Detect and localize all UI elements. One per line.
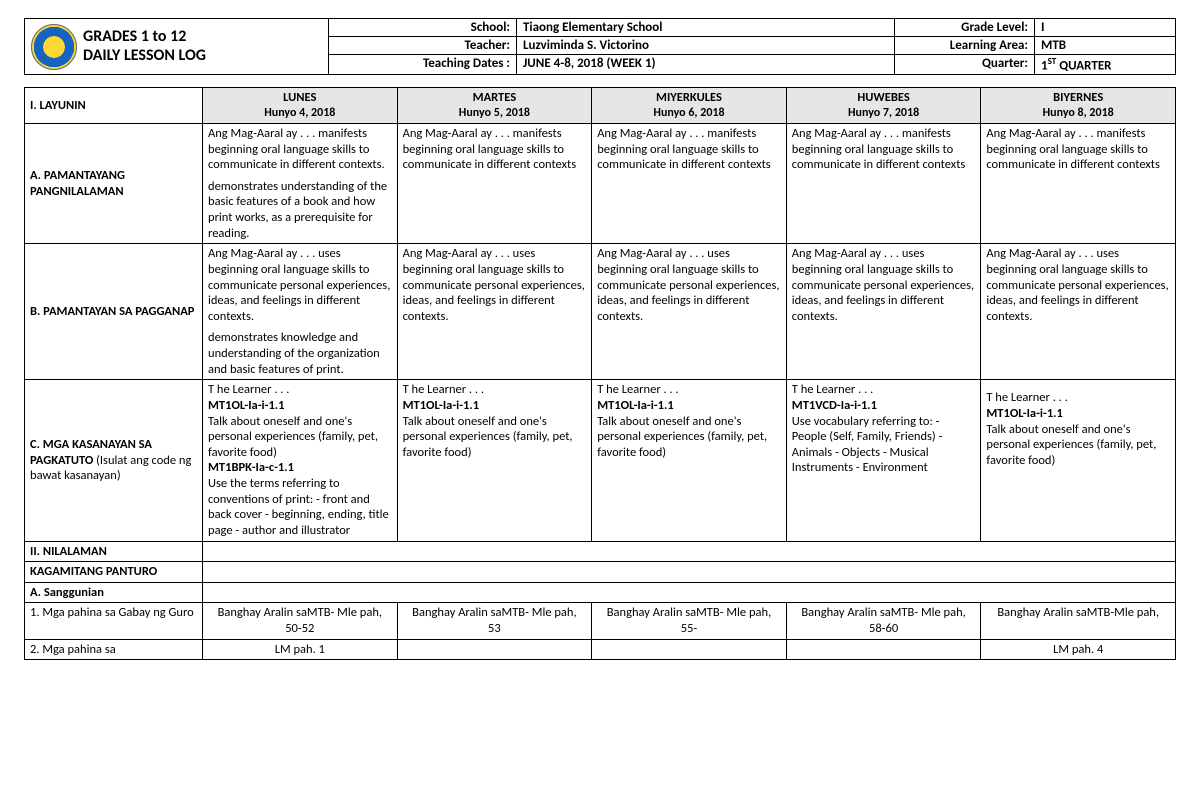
lesson-table: I. LAYUNIN LUNESHunyo 4, 2018 MARTESHuny… [24,87,1176,660]
rowA-c1: Ang Mag-Aaral ay . . . manifests beginni… [203,123,398,243]
hdr-row-teacher: Teacher: Luzviminda S. Victorino Learnin… [329,37,1175,55]
hdr-row-school: School: Tiaong Elementary School Grade L… [329,19,1175,37]
row1-c3: Banghay Aralin saMTB- Mle pah, 55- [592,603,787,639]
row-kagamitan: KAGAMITANG PANTURO [25,562,1176,583]
val-quarter: 1ST QUARTER [1035,55,1175,74]
lbl-II: II. NILALAMAN [25,541,203,562]
lbl-row1: 1. Mga pahina sa Gabay ng Guro [25,603,203,639]
rowB-c5: Ang Mag-Aaral ay . . . uses beginning or… [981,244,1176,380]
row2-c3 [592,639,787,660]
doc-title: GRADES 1 to 12 DAILY LESSON LOG [83,28,206,65]
val-teacher: Luzviminda S. Victorino [517,37,895,54]
cell-kag-span [203,562,1176,583]
lbl-rowB: B. PAMANTAYAN SA PAGGANAP [25,244,203,380]
val-dates: JUNE 4-8, 2018 (WEEK 1) [517,55,895,74]
rowB-c2: Ang Mag-Aaral ay . . . uses beginning or… [397,244,592,380]
row1-c2: Banghay Aralin saMTB- Mle pah, 53 [397,603,592,639]
rowA-c5: Ang Mag-Aaral ay . . . manifests beginni… [981,123,1176,243]
deped-logo [31,24,77,70]
rowA-c4: Ang Mag-Aaral ay . . . manifests beginni… [786,123,981,243]
row1-c5: Banghay Aralin saMTB-Mle pah, [981,603,1176,639]
val-grade: I [1035,19,1175,36]
rowC-c2: T he Learner . . . MT1OL-Ia-i-1.1 Talk a… [397,380,592,541]
row1-c4: Banghay Aralin saMTB- Mle pah, 58-60 [786,603,981,639]
rowB-c4: Ang Mag-Aaral ay . . . uses beginning or… [786,244,981,380]
header-right: School: Tiaong Elementary School Grade L… [329,19,1175,74]
row-gabay: 1. Mga pahina sa Gabay ng Guro Banghay A… [25,603,1176,639]
row2-c2 [397,639,592,660]
lbl-teacher: Teacher: [329,37,517,54]
lbl-quarter: Quarter: [895,55,1035,74]
rowC-c3: T he Learner . . . MT1OL-Ia-i-1.1 Talk a… [592,380,787,541]
row1-c1: Banghay Aralin saMTB- Mle pah, 50-52 [203,603,398,639]
lbl-Asang: A. Sanggunian [25,582,203,603]
row2-c1: LM pah. 1 [203,639,398,660]
rowC-c1: T he Learner . . . MT1OL-Ia-i-1.1 Talk a… [203,380,398,541]
lbl-kag: KAGAMITANG PANTURO [25,562,203,583]
lbl-dates: Teaching Dates : [329,55,517,74]
header-left: GRADES 1 to 12 DAILY LESSON LOG [25,19,329,74]
day-3: MIYERKULESHunyo 6, 2018 [592,88,787,124]
rowB-c3: Ang Mag-Aaral ay . . . uses beginning or… [592,244,787,380]
header-block: GRADES 1 to 12 DAILY LESSON LOG School: … [24,18,1176,75]
rowC-c5: T he Learner . . . MT1OL-Ia-i-1.1 Talk a… [981,380,1176,541]
lbl-row2: 2. Mga pahina sa [25,639,203,660]
row-pamantayang: A. PAMANTAYANG PANGNILALAMAN Ang Mag-Aar… [25,123,1176,243]
day-5: BIYERNESHunyo 8, 2018 [981,88,1176,124]
row-nilalaman: II. NILALAMAN [25,541,1176,562]
rowC-c4: T he Learner . . . MT1VCD-Ia-i-1.1 Use v… [786,380,981,541]
val-area: MTB [1035,37,1175,54]
lbl-school: School: [329,19,517,36]
val-school: Tiaong Elementary School [517,19,895,36]
row-sanggunian: A. Sanggunian [25,582,1176,603]
layunin-head: I. LAYUNIN [25,88,203,124]
row-pagganap: B. PAMANTAYAN SA PAGGANAP Ang Mag-Aaral … [25,244,1176,380]
title-line1: GRADES 1 to 12 [83,28,206,46]
days-header-row: I. LAYUNIN LUNESHunyo 4, 2018 MARTESHuny… [25,88,1176,124]
rowB-c1: Ang Mag-Aaral ay . . . uses beginning or… [203,244,398,380]
lbl-rowC: C. MGA KASANAYAN SA PAGKATUTO (Isulat an… [25,380,203,541]
day-2: MARTESHunyo 5, 2018 [397,88,592,124]
row-pahina2: 2. Mga pahina sa LM pah. 1 LM pah. 4 [25,639,1176,660]
row-kasanayan: C. MGA KASANAYAN SA PAGKATUTO (Isulat an… [25,380,1176,541]
title-line2: DAILY LESSON LOG [83,47,206,65]
lbl-area: Learning Area: [895,37,1035,54]
day-4: HUWEBESHunyo 7, 2018 [786,88,981,124]
lbl-grade: Grade Level: [895,19,1035,36]
cell-Asang-span [203,582,1176,603]
rowA-c2: Ang Mag-Aaral ay . . . manifests beginni… [397,123,592,243]
day-1: LUNESHunyo 4, 2018 [203,88,398,124]
cell-II-span [203,541,1176,562]
row2-c5: LM pah. 4 [981,639,1176,660]
lbl-rowA: A. PAMANTAYANG PANGNILALAMAN [25,123,203,243]
hdr-row-dates: Teaching Dates : JUNE 4-8, 2018 (WEEK 1)… [329,55,1175,74]
row2-c4 [786,639,981,660]
rowA-c3: Ang Mag-Aaral ay . . . manifests beginni… [592,123,787,243]
